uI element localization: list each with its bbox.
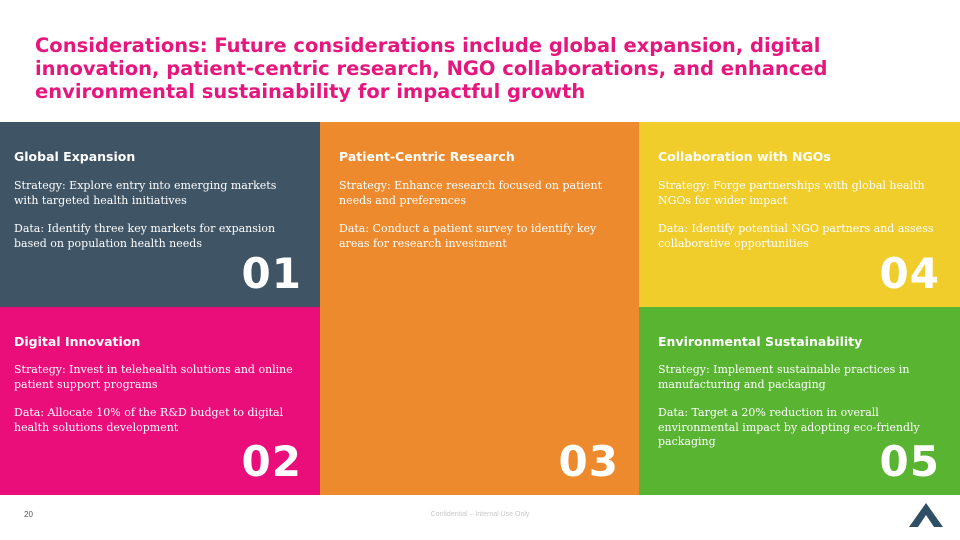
logo-inner-shape [921, 516, 931, 527]
card-patient-centric-research: Patient-Centric Research Strategy: Enhan… [320, 122, 639, 495]
confidential-notice: Confidential – Internal Use Only [430, 511, 530, 518]
card-strategy: Strategy: Enhance research focused on pa… [339, 179, 603, 207]
card-data: Data: Conduct a patient survey to identi… [339, 222, 597, 250]
card-title: Digital Innovation [14, 334, 141, 349]
logo-shape [909, 503, 943, 527]
page-number: 20 [24, 510, 33, 519]
card-environmental-sustainability: Environmental Sustainability Strategy: I… [639, 307, 960, 495]
card-strategy: Strategy: Explore entry into emerging ma… [14, 179, 277, 207]
card-data: Data: Identify potential NGO partners an… [658, 222, 934, 250]
card-collaboration-ngos: Collaboration with NGOs Strategy: Forge … [639, 122, 960, 307]
card-title: Collaboration with NGOs [658, 149, 831, 164]
card-title: Patient-Centric Research [339, 149, 515, 164]
card-body: Strategy: Explore entry into emerging ma… [14, 179, 296, 251]
card-number: 03 [558, 437, 619, 486]
card-number: 05 [879, 437, 940, 486]
card-title: Environmental Sustainability [658, 334, 863, 349]
card-body: Strategy: Implement sustainable practice… [658, 363, 940, 450]
card-strategy: Strategy: Forge partnerships with global… [658, 179, 925, 207]
card-number: 01 [241, 249, 302, 298]
card-title: Global Expansion [14, 149, 136, 164]
card-strategy: Strategy: Invest in telehealth solutions… [14, 363, 293, 391]
card-body: Strategy: Forge partnerships with global… [658, 179, 940, 251]
card-body: Strategy: Enhance research focused on pa… [339, 179, 621, 251]
card-digital-innovation: Digital Innovation Strategy: Invest in t… [0, 307, 320, 495]
card-data: Data: Allocate 10% of the R&D budget to … [14, 406, 284, 434]
card-body: Strategy: Invest in telehealth solutions… [14, 363, 296, 435]
card-data: Data: Target a 20% reduction in overall … [658, 406, 920, 448]
card-global-expansion: Global Expansion Strategy: Explore entry… [0, 122, 320, 307]
card-number: 04 [879, 249, 940, 298]
card-strategy: Strategy: Implement sustainable practice… [658, 363, 910, 391]
card-number: 02 [241, 437, 302, 486]
company-logo-icon [909, 503, 943, 527]
card-data: Data: Identify three key markets for exp… [14, 222, 276, 250]
slide-title: Considerations: Future considerations in… [35, 34, 828, 103]
